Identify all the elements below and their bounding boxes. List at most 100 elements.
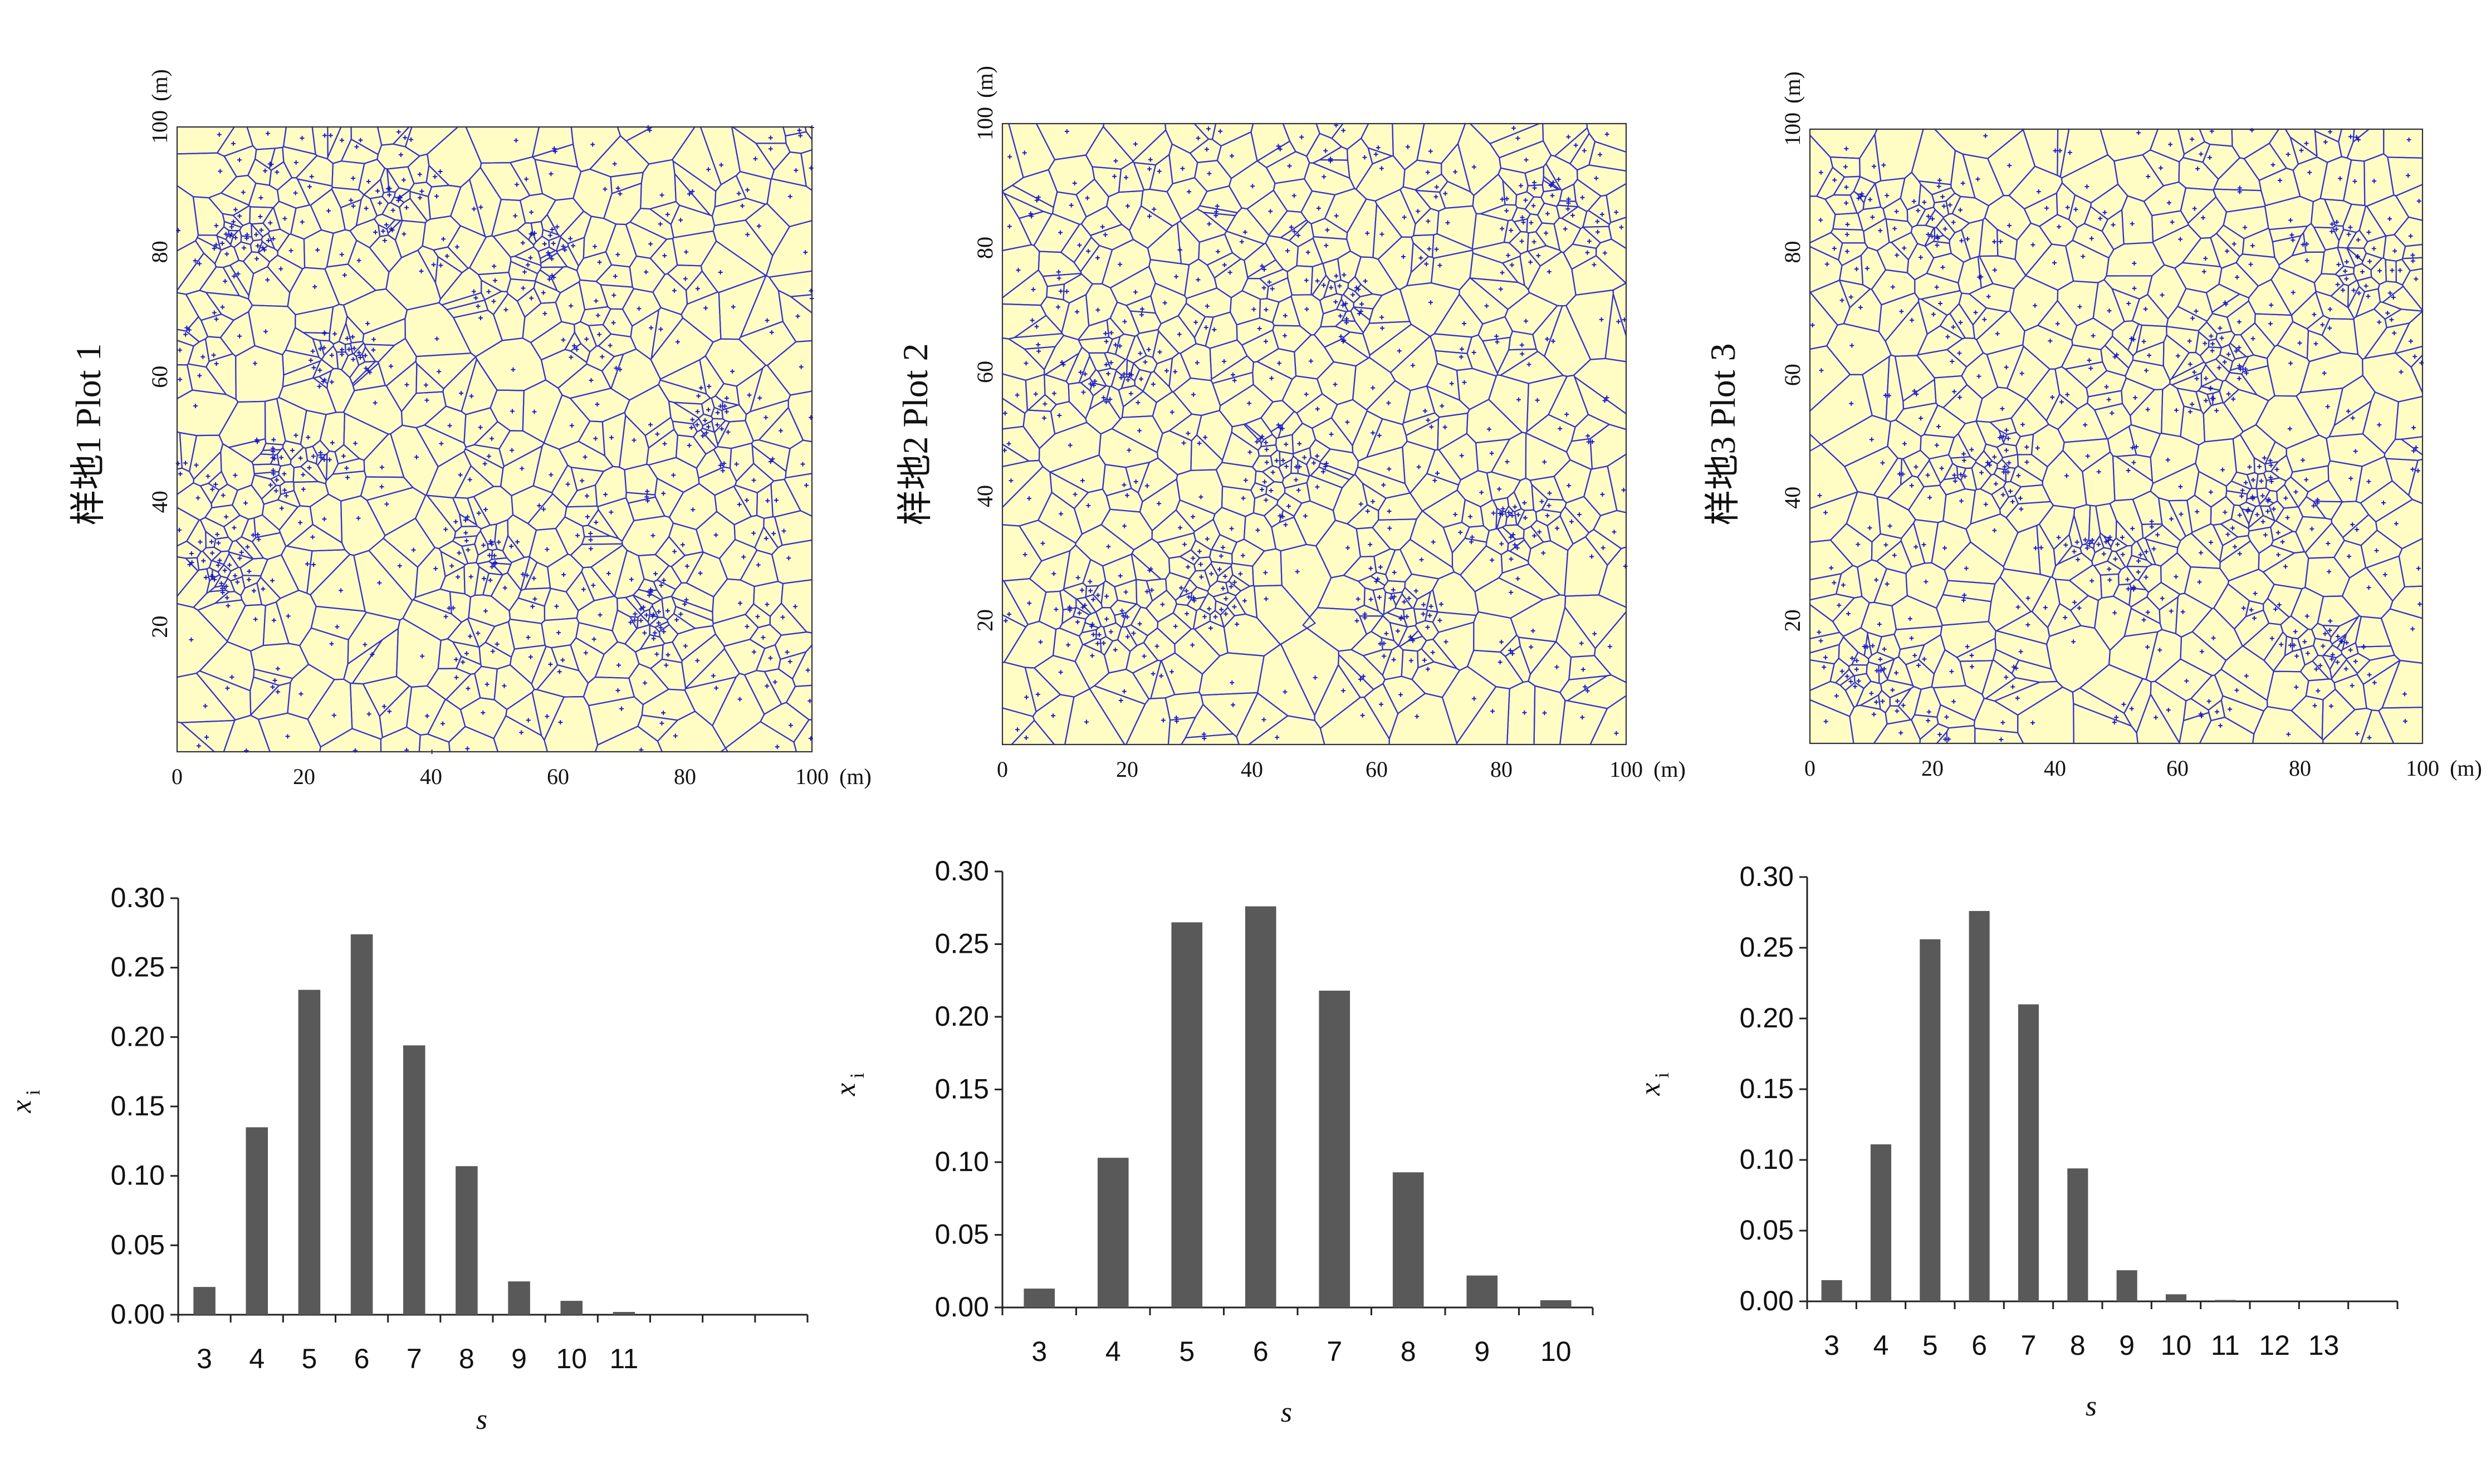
tree-point: [220, 590, 225, 595]
tree-point: [1592, 262, 1597, 267]
tree-point: [1843, 164, 1848, 169]
tree-point: [1421, 611, 1426, 616]
tree-point: [2072, 600, 2077, 605]
tree-point: [1371, 430, 1376, 435]
tree-point: [1283, 522, 1288, 527]
tree-point: [2033, 546, 2038, 551]
tree-point: [1113, 648, 1118, 653]
voronoi-cell: [551, 464, 578, 508]
tree-point: [1374, 579, 1379, 584]
tree-point: [2174, 408, 2179, 413]
tree-point: [1875, 668, 1880, 673]
tree-point: [751, 478, 756, 483]
x-tick-label: 80: [674, 764, 696, 789]
voronoi-cell: [536, 664, 589, 698]
tree-point: [638, 618, 643, 623]
voronoi-cell: [2311, 623, 2332, 642]
tree-point: [451, 605, 456, 610]
y-axis-label-sub: i: [846, 1072, 868, 1078]
y-axis-label-sub: i: [22, 1090, 44, 1095]
tree-point: [1202, 614, 1207, 619]
tree-point: [1868, 197, 1873, 202]
tree-point: [198, 540, 203, 545]
tree-point: [224, 515, 229, 520]
tree-point: [513, 213, 518, 218]
tree-point: [255, 532, 260, 537]
tree-point: [1547, 491, 1552, 496]
tree-points: [1002, 123, 1628, 741]
voronoi-cell: [777, 650, 808, 680]
tree-point: [1960, 181, 1965, 186]
tree-point: [1949, 669, 1954, 674]
tree-point: [1419, 557, 1424, 562]
tree-point: [528, 255, 533, 260]
tree-point: [1368, 566, 1373, 571]
tree-point: [652, 630, 657, 635]
tree-point: [737, 697, 742, 702]
tree-point: [2348, 134, 2353, 139]
tree-point: [349, 198, 354, 203]
plot-frame: [177, 126, 813, 752]
tree-point: [441, 721, 446, 726]
tree-point: [1090, 653, 1095, 658]
voronoi-cell: [1548, 374, 1589, 428]
tree-point: [2056, 535, 2061, 540]
tree-point: [366, 712, 371, 717]
voronoi-cell: [1281, 375, 1323, 414]
tree-point: [2198, 712, 2203, 717]
tree-point: [1122, 371, 1127, 376]
tree-point: [1169, 410, 1174, 415]
tree-point: [2077, 605, 2082, 610]
tree-point: [293, 433, 298, 438]
bar: [1821, 1280, 1842, 1301]
tree-point: [706, 424, 711, 429]
tree-point: [2190, 402, 2195, 407]
tree-point: [1075, 619, 1080, 624]
voronoi-cell: [1078, 629, 1098, 645]
tree-point: [2035, 445, 2040, 450]
voronoi-cell: [228, 540, 255, 560]
tree-point: [556, 630, 561, 635]
tree-point: [1138, 351, 1143, 356]
tree-point: [1295, 569, 1300, 574]
x-category-label: 4: [1105, 1336, 1121, 1367]
tree-point: [1566, 197, 1571, 202]
tree-point: [279, 506, 284, 511]
tree-point: [1291, 193, 1296, 198]
voronoi-cell: [2180, 187, 2217, 224]
tree-point: [356, 516, 361, 521]
y-tick-label: 80: [147, 241, 172, 263]
tree-point: [561, 244, 566, 249]
tree-point: [1184, 589, 1189, 594]
voronoi-cell: [1581, 226, 1612, 244]
tree-point: [2199, 550, 2204, 555]
tree-point: [1119, 608, 1124, 613]
tree-point: [1051, 713, 1056, 718]
tree-point: [1983, 502, 1988, 507]
voronoi-cell: [1314, 663, 1361, 729]
tree-point: [490, 564, 495, 569]
tree-point: [341, 454, 346, 459]
tree-point: [2225, 249, 2230, 254]
tree-point: [1823, 719, 1828, 724]
tree-point: [1152, 207, 1157, 212]
tree-point: [656, 609, 661, 614]
tree-point: [1523, 516, 1528, 521]
voronoi-cell: [1125, 624, 1149, 647]
tree-point: [1844, 200, 1849, 205]
tree-point: [1402, 215, 1407, 220]
tree-point: [2072, 549, 2077, 554]
voronoi-cell: [2248, 515, 2276, 532]
voronoi-cell: [1935, 217, 1956, 241]
tree-point: [1284, 442, 1289, 447]
tree-point: [1137, 621, 1142, 626]
voronoi-cell: [640, 159, 677, 210]
tree-point: [1251, 307, 1256, 312]
tree-point: [1127, 448, 1132, 453]
voronoi-cell: [502, 534, 526, 564]
tree-point: [1345, 420, 1350, 425]
tree-point: [1139, 376, 1144, 381]
tree-point: [2000, 406, 2005, 411]
tree-point: [588, 531, 593, 536]
